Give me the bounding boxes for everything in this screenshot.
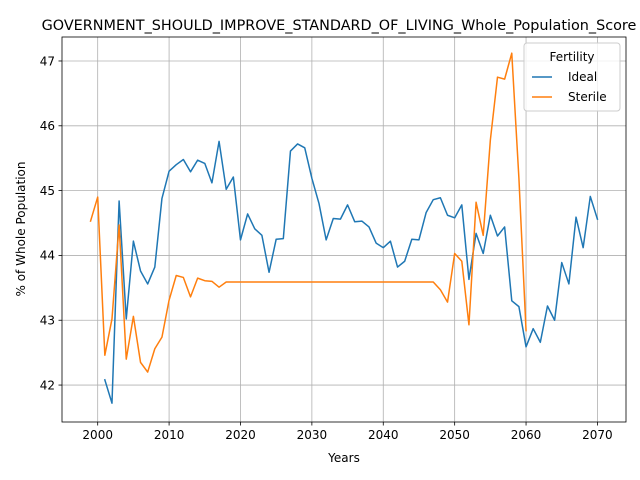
y-axis-ticks: 42 43 44 45 46 47: [40, 54, 62, 392]
y-tick-label: 43: [40, 314, 55, 328]
x-axis-label: Years: [327, 451, 360, 465]
plot-frame: [61, 36, 627, 423]
x-tick-label: 2050: [439, 428, 470, 442]
chart-title: GOVERNMENT_SHOULD_IMPROVE_STANDARD_OF_LI…: [42, 18, 637, 34]
series-line-sterile: [89, 52, 527, 373]
x-tick-label: 2070: [582, 428, 613, 442]
legend-title: Fertility: [549, 50, 594, 64]
x-tick-label: 2020: [225, 428, 256, 442]
series-line-ideal: [103, 140, 599, 404]
legend: Fertility Ideal Sterile: [523, 42, 621, 112]
series-lines: [89, 52, 599, 404]
y-tick-label: 42: [40, 378, 55, 392]
legend-frame: [523, 42, 621, 112]
y-tick-label: 45: [40, 184, 55, 198]
x-tick-label: 2010: [154, 428, 185, 442]
legend-label-ideal: Ideal: [568, 70, 597, 84]
x-tick-label: 2030: [297, 428, 328, 442]
x-tick-label: 2040: [368, 428, 399, 442]
x-tick-label: 2060: [511, 428, 542, 442]
x-tick-label: 2000: [82, 428, 113, 442]
x-axis-ticks: 2000 2010 2020 2030 2040 2050 2060 2070: [82, 422, 613, 442]
y-tick-label: 46: [40, 119, 55, 133]
y-tick-label: 44: [40, 249, 55, 263]
y-tick-label: 47: [40, 54, 55, 68]
y-axis-label: % of Whole Population: [14, 162, 28, 297]
legend-label-sterile: Sterile: [568, 90, 607, 104]
